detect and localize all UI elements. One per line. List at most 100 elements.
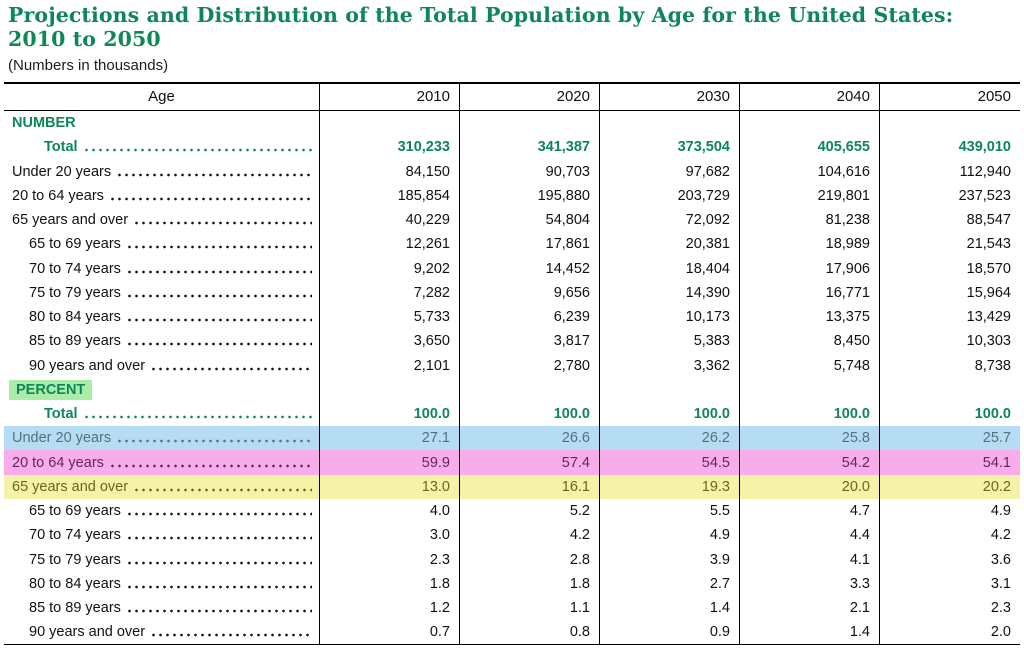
row-label-text: Under 20 years: [12, 430, 112, 447]
dot-leader: [125, 571, 312, 596]
column-header-2040: 2040: [740, 83, 880, 110]
table-row: 65 years and over 40,229 54,804 72,092 81,23…: [4, 207, 1020, 233]
dot-leader: [125, 547, 312, 572]
value-cell: 97,682: [600, 159, 740, 184]
row-label: 70 to 74 years: [4, 256, 320, 281]
table-row: NUMBER: [4, 110, 1020, 136]
dot-leader: [150, 353, 312, 378]
value-cell: 4.7: [740, 498, 880, 524]
value-cell: 25.7: [982, 430, 1011, 447]
value-cell: 18,570: [966, 260, 1011, 277]
row-label-text: 90 years and over: [29, 624, 146, 641]
value-cell: 10,173: [600, 304, 740, 330]
value-cell: 1.8: [460, 571, 600, 596]
value-cell: 8,450: [740, 329, 880, 354]
table-row: PERCENT: [4, 377, 1020, 402]
row-label: Total: [4, 401, 320, 427]
value-cell: 4.2: [460, 523, 600, 548]
dot-leader: [125, 256, 312, 281]
table-row: 70 to 74 years 3.0 4.2 4.9 4.4 4.2: [4, 523, 1020, 548]
table-row: 70 to 74 years 9,202 14,452 18,404 17,906 18,…: [4, 256, 1020, 281]
value-cell: 4.0: [320, 498, 460, 524]
row-label: 85 to 89 years: [4, 595, 320, 621]
value-cell: 5.2: [460, 498, 600, 524]
page-subtitle: (Numbers in thousands): [8, 56, 169, 74]
value-cell: 1.4: [740, 620, 880, 645]
population-table: Age 2010 2020 2030 2040 2050 NUMBER Total 310,2…: [4, 81, 1020, 646]
value-cell: 104,616: [740, 159, 880, 184]
value-cell: 4.1: [740, 547, 880, 572]
page-title-line1: Projections and Distribution of the Tota…: [8, 3, 954, 27]
row-label-text: 65 years and over: [12, 212, 129, 229]
value-cell: 20.2: [982, 478, 1011, 495]
column-header-age: Age: [4, 83, 320, 110]
value-cell: 17,906: [740, 256, 880, 281]
column-header-2050: 2050: [977, 88, 1011, 106]
value-cell: 18,404: [600, 256, 740, 281]
value-cell: 341,387: [460, 135, 600, 160]
value-cell: 25.8: [740, 426, 880, 451]
row-label: 80 to 84 years: [4, 571, 320, 596]
value-cell: 1.1: [460, 595, 600, 621]
row-label-text: Under 20 years: [12, 163, 112, 180]
row-label: PERCENT: [4, 377, 320, 402]
value-cell: 100.0: [320, 401, 460, 427]
dot-leader: [150, 620, 312, 645]
value-cell: 237,523: [958, 187, 1011, 204]
value-cell: 5,383: [600, 329, 740, 354]
dot-leader: [125, 498, 312, 524]
value-cell: 5,733: [320, 304, 460, 330]
page-header: Projections and Distribution of the Tota…: [0, 0, 1024, 74]
row-label: 20 to 64 years: [4, 183, 320, 208]
value-cell: 405,655: [740, 135, 880, 160]
value-cell: [740, 377, 880, 402]
row-label: 75 to 79 years: [4, 280, 320, 305]
page-title: Projections and Distribution of the Tota…: [8, 3, 1016, 51]
table-row: 65 years and over 13.0 16.1 19.3 20.0 20.2: [4, 474, 1020, 499]
row-label-text: 70 to 74 years: [29, 260, 121, 277]
dot-leader: [82, 401, 312, 427]
table-row: Under 20 years 27.1 26.6 26.2 25.8 25.7: [4, 426, 1020, 451]
value-cell: 219,801: [740, 183, 880, 208]
value-cell: 7,282: [320, 280, 460, 305]
dot-leader: [108, 183, 312, 208]
table-row: 65 to 69 years 12,261 17,861 20,381 18,989 21…: [4, 232, 1020, 257]
value-cell: 54,804: [460, 207, 600, 233]
value-cell: 5.5: [600, 498, 740, 524]
value-cell: 5,748: [740, 353, 880, 378]
row-label-text: 65 years and over: [12, 478, 129, 495]
value-cell: 16.1: [460, 474, 600, 499]
value-cell: 2.7: [600, 571, 740, 596]
value-cell: 3.9: [600, 547, 740, 572]
row-label: 65 years and over: [4, 474, 320, 499]
value-cell: 20,381: [600, 232, 740, 257]
value-cell: 20.0: [740, 474, 880, 499]
row-label: Total: [4, 135, 320, 160]
value-cell: 100.0: [740, 401, 880, 427]
value-cell: 9,656: [460, 280, 600, 305]
value-cell: 13,375: [740, 304, 880, 330]
value-cell: 100.0: [974, 406, 1011, 423]
table-row: 20 to 64 years 59.9 57.4 54.5 54.2 54.1: [4, 450, 1020, 475]
value-cell: [600, 377, 740, 402]
table-body: NUMBER Total 310,233 341,387 373,504 405,655 4…: [4, 110, 1020, 645]
row-label-text: NUMBER: [12, 115, 76, 132]
dot-leader: [116, 159, 312, 184]
row-label: 90 years and over: [4, 620, 320, 645]
table-row: 85 to 89 years 3,650 3,817 5,383 8,450 10,303: [4, 329, 1020, 354]
row-label-text: 65 to 69 years: [29, 236, 121, 253]
dot-leader: [125, 329, 312, 354]
value-cell: 17,861: [460, 232, 600, 257]
row-label: 90 years and over: [4, 353, 320, 378]
value-cell: 54.2: [740, 450, 880, 475]
value-cell: 2,780: [460, 353, 600, 378]
value-cell: 439,010: [958, 139, 1011, 156]
value-cell: 373,504: [600, 135, 740, 160]
value-cell: 3,362: [600, 353, 740, 378]
value-cell: 59.9: [320, 450, 460, 475]
dot-leader: [133, 474, 312, 499]
value-cell: 1.2: [320, 595, 460, 621]
value-cell: 4.4: [740, 523, 880, 548]
column-header-2010: 2010: [320, 83, 460, 110]
value-cell: 2.3: [990, 600, 1011, 617]
